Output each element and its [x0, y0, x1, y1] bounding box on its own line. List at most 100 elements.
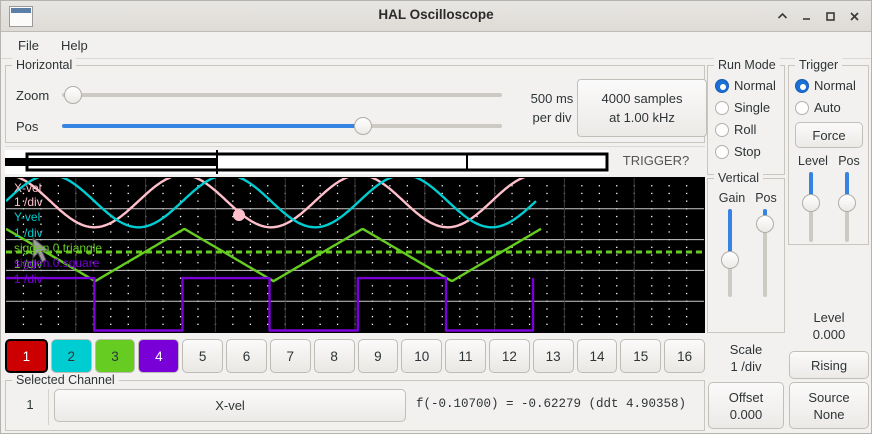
window-icon [9, 6, 33, 27]
run-mode-normal[interactable]: Normal [715, 78, 776, 93]
channel-button-label: 9 [374, 348, 382, 364]
channel-button-13[interactable]: 13 [532, 339, 574, 373]
channel-button-6[interactable]: 6 [226, 339, 267, 373]
trigger-pos-slider[interactable] [838, 172, 856, 242]
zoom-label: Zoom [16, 88, 50, 103]
selected-channel-signal-button[interactable]: X-vel [54, 389, 406, 422]
channel-button-10[interactable]: 10 [401, 339, 443, 373]
trigger-group: Trigger Normal Auto Force Level Pos [788, 58, 869, 245]
trigger-mode-normal[interactable]: Normal [795, 78, 856, 93]
scope-canvas[interactable] [6, 178, 704, 332]
radio-icon [715, 78, 729, 93]
horizontal-position-indicator[interactable] [5, 150, 609, 174]
trace-4 [6, 276, 535, 332]
run-mode-normal-label: Normal [734, 78, 776, 93]
trigger-mode-auto[interactable]: Auto [795, 100, 841, 115]
trigger-level-readout: Level 0.000 [789, 309, 869, 343]
vertical-gain-slider-fill [728, 209, 732, 257]
close-button[interactable] [843, 4, 865, 28]
channel-button-4[interactable]: 4 [138, 339, 180, 373]
run-mode-single-label: Single [734, 100, 771, 115]
channel-button-7[interactable]: 7 [269, 339, 311, 373]
channel-button-label: 7 [286, 348, 295, 364]
zoom-slider-track[interactable] [62, 93, 502, 97]
selected-channel-divider [48, 389, 49, 425]
scope-display[interactable]: X-vel 1 /div Y-vel 1 /div siggen.0.trian… [5, 177, 705, 333]
zoom-slider[interactable] [62, 86, 502, 104]
vertical-gain-slider-knob[interactable] [721, 251, 739, 269]
shade-button[interactable] [771, 4, 793, 28]
trigger-level-slider[interactable] [802, 172, 820, 242]
menu-item-file[interactable]: File [18, 37, 39, 53]
channel-button-15[interactable]: 15 [620, 339, 662, 373]
selected-channel-number: 1 [26, 397, 34, 412]
trigger-level-slider-fill [809, 172, 813, 200]
vertical-gain-slider[interactable] [721, 209, 739, 297]
trigger-pos-slider-fill [845, 172, 849, 200]
channel-button-1[interactable]: 1 [5, 339, 48, 373]
channel-button-label: 10 [414, 348, 430, 364]
trigger-source-button[interactable]: Source None [789, 382, 869, 429]
window-title: HAL Oscilloscope [378, 7, 494, 22]
trigger-level-caption: Level [813, 310, 845, 325]
channel-button-label: 13 [545, 348, 561, 364]
time-per-div-value: 500 ms [530, 91, 574, 106]
run-mode-roll-label: Roll [734, 122, 757, 137]
trigger-force-label: Force [812, 127, 846, 143]
menu-bar: File Help [1, 32, 871, 59]
trigger-status-label: TRIGGER? [622, 153, 690, 168]
horizontal-pos-slider[interactable] [62, 117, 502, 135]
horizontal-pos-slider-fill [62, 124, 362, 128]
channel-button-3[interactable]: 3 [94, 339, 136, 373]
channel-button-label: 12 [501, 348, 517, 364]
run-mode-roll[interactable]: Roll [715, 122, 756, 137]
channel-button-2[interactable]: 2 [50, 339, 92, 373]
sample-rate-button[interactable]: 4000 samples at 1.00 kHz [577, 79, 707, 137]
channel-button-label: 2 [67, 348, 75, 364]
channel-button-bar: 1 2 3 4 5 6 7 8 9 10 11 12 13 14 15 16 [5, 337, 705, 375]
channel-button-5[interactable]: 5 [182, 339, 224, 373]
time-per-div: 500 ms per div [519, 89, 585, 127]
channel-button-label: 11 [458, 348, 473, 364]
title-bar: HAL Oscilloscope [1, 1, 871, 32]
time-per-div-unit: per div [532, 110, 572, 125]
vertical-group: Vertical Gain Pos [707, 171, 785, 333]
vertical-pos-slider-track[interactable] [763, 209, 767, 297]
run-mode-stop-label: Stop [734, 144, 761, 159]
selected-channel-readout: f(-0.10700) = -0.62279 (ddt 4.90358) [416, 397, 687, 411]
run-mode-single[interactable]: Single [715, 100, 770, 115]
selected-channel-group: Selected Channel 1 X-vel f(-0.10700) = -… [5, 373, 705, 431]
channel-button-9[interactable]: 9 [357, 339, 399, 373]
channel-button-11[interactable]: 11 [445, 339, 486, 373]
vertical-offset-button[interactable]: Offset 0.000 [708, 382, 784, 429]
menu-item-help[interactable]: Help [60, 37, 88, 53]
channel-button-label: 5 [198, 348, 207, 364]
trigger-pos-slider-knob[interactable] [838, 194, 856, 212]
trigger-level-slider-label: Level [798, 154, 828, 168]
channel-button-8[interactable]: 8 [313, 339, 355, 373]
trigger-force-button[interactable]: Force [795, 122, 863, 148]
run-mode-stop[interactable]: Stop [715, 144, 761, 159]
trigger-pos-slider-label: Pos [838, 154, 860, 168]
pos-label: Pos [16, 119, 39, 134]
maximize-button[interactable] [819, 4, 841, 28]
vertical-pos-slider[interactable] [756, 209, 774, 297]
channel-button-12[interactable]: 12 [488, 339, 530, 373]
channel-button-label: 6 [242, 348, 251, 364]
sample-rate-label: at 1.00 kHz [609, 110, 675, 125]
channel-button-label: 16 [677, 348, 693, 364]
trigger-edge-button[interactable]: Rising [789, 351, 869, 379]
trace-1 [16, 178, 526, 229]
trigger-level-slider-knob[interactable] [802, 194, 820, 212]
vertical-offset-value: 0.000 [729, 406, 763, 422]
channel-button-16[interactable]: 16 [664, 339, 705, 373]
channel-button-14[interactable]: 14 [576, 339, 618, 373]
horizontal-group: Horizontal Zoom Pos [5, 58, 705, 143]
minimize-button[interactable] [795, 4, 817, 28]
trigger-source-value: None [813, 406, 845, 422]
vertical-pos-label: Pos [755, 191, 777, 205]
vertical-pos-slider-knob[interactable] [756, 215, 774, 233]
horizontal-pos-slider-knob[interactable] [354, 117, 372, 135]
zoom-slider-knob[interactable] [64, 86, 82, 104]
